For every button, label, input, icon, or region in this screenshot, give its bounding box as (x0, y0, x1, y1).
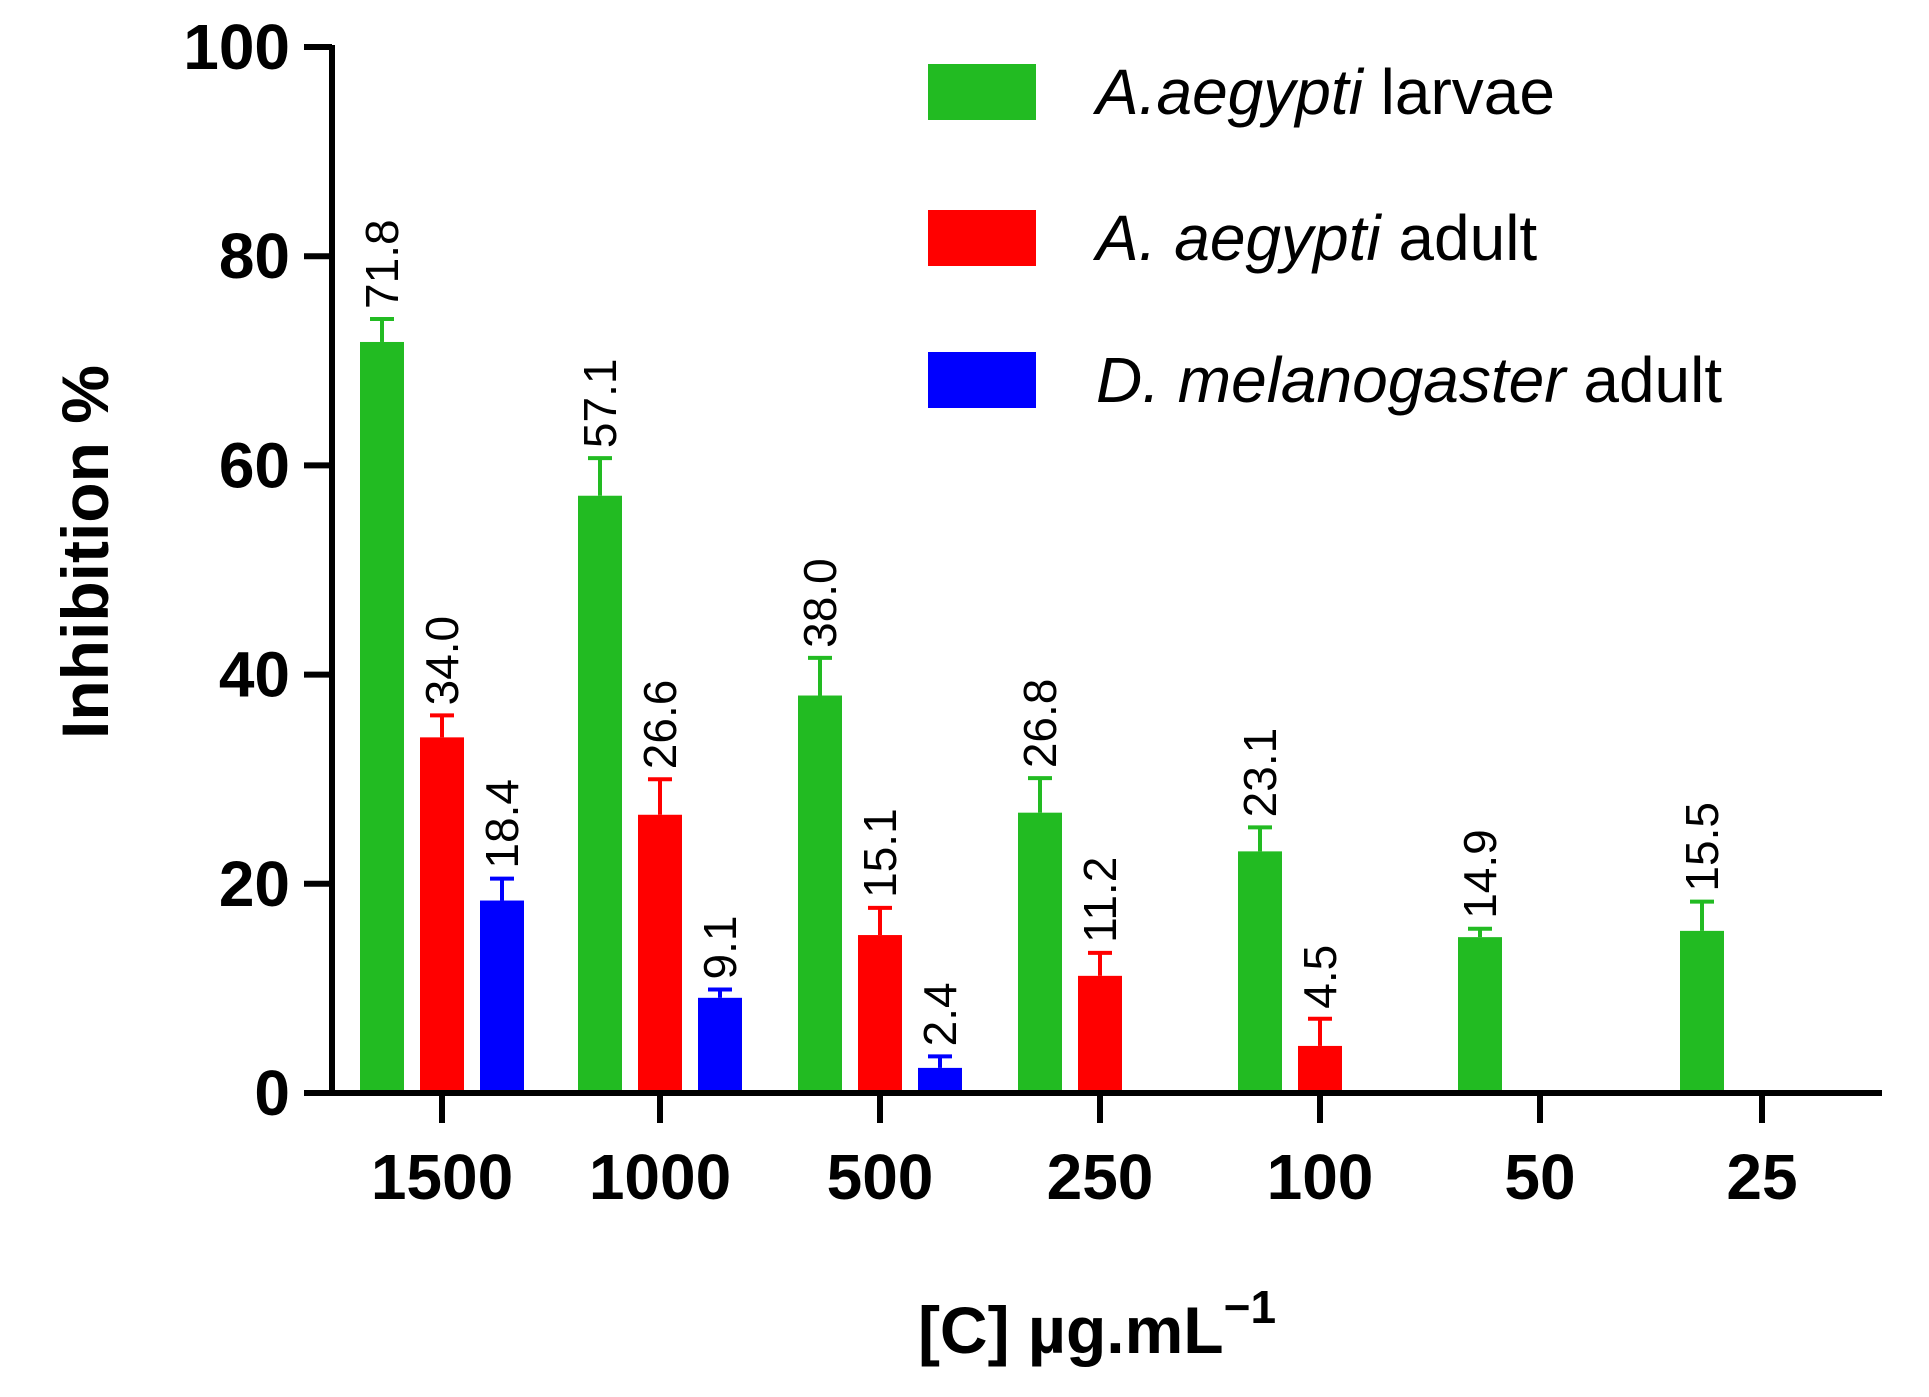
bar (480, 900, 524, 1093)
legend-swatch (928, 352, 1036, 408)
bar (698, 997, 742, 1093)
legend-label: A.aegypti larvae (1092, 56, 1555, 128)
bar (1298, 1045, 1342, 1093)
y-tick-label: 60 (219, 429, 290, 501)
data-label: 38.0 (794, 558, 846, 648)
bar (420, 737, 464, 1093)
data-label: 57.1 (574, 359, 626, 449)
legend-label: D. melanogaster adult (1096, 344, 1722, 416)
data-label: 4.5 (1294, 945, 1346, 1009)
legend-label-stage: larvae (1363, 56, 1555, 128)
y-tick-label: 20 (219, 848, 290, 920)
bar (798, 695, 842, 1093)
data-label: 11.2 (1074, 857, 1126, 943)
x-tick-label: 50 (1504, 1141, 1575, 1213)
x-tick-label: 25 (1726, 1141, 1797, 1213)
x-tick-label: 1000 (589, 1141, 731, 1213)
x-axis-title-superscript: −1 (1224, 1281, 1276, 1333)
data-label: 15.1 (854, 808, 906, 898)
bar (638, 814, 682, 1093)
y-tick-label: 100 (183, 11, 290, 83)
y-tick-label: 0 (254, 1057, 290, 1129)
bar (918, 1067, 962, 1093)
legend-label-stage: adult (1381, 202, 1538, 274)
data-label: 23.1 (1234, 728, 1286, 818)
y-tick-label: 40 (219, 639, 290, 711)
legend-label-species: A. aegypti (1092, 202, 1382, 274)
legend-label-stage: adult (1566, 344, 1723, 416)
bar (360, 341, 404, 1093)
data-label: 26.8 (1014, 679, 1066, 769)
legend-label-species: D. melanogaster (1096, 344, 1568, 416)
x-tick-label: 1500 (371, 1141, 513, 1213)
data-label: 14.9 (1454, 829, 1506, 919)
data-label: 9.1 (694, 915, 746, 979)
bar (1238, 851, 1282, 1093)
x-axis-title: [C] µg.mL−1 (918, 1281, 1276, 1367)
legend-swatch (928, 210, 1036, 266)
data-label: 26.6 (634, 680, 686, 770)
bar (1078, 975, 1122, 1093)
legend-label-species: A.aegypti (1092, 56, 1365, 128)
legend-label: A. aegypti adult (1092, 202, 1537, 274)
data-label: 18.4 (476, 779, 528, 869)
y-tick-label: 80 (219, 220, 290, 292)
chart-marks: 71.8 57.1 38.0 26.8 23.1 14.9 15.5 34.0 26.6 15.1… (356, 219, 1728, 1093)
data-label: 2.4 (914, 982, 966, 1046)
y-axis-title: Inhibition % (48, 365, 122, 739)
data-label: 71.8 (356, 219, 408, 309)
x-tick-label: 250 (1047, 1141, 1154, 1213)
x-tick-label: 100 (1267, 1141, 1374, 1213)
data-label: 15.5 (1676, 802, 1728, 892)
bar (1018, 812, 1062, 1093)
bar (1458, 937, 1502, 1093)
data-label: 34.0 (416, 616, 468, 706)
x-axis-title-base: [C] µg.mL (918, 1293, 1224, 1367)
chart-axes: 0 20 40 60 80 100 1500 1000 500 250 100 50 25 (183, 11, 1882, 1213)
legend-swatch (928, 64, 1036, 120)
x-tick-label: 500 (827, 1141, 934, 1213)
bar (578, 495, 622, 1093)
bar (858, 935, 902, 1093)
bar (1680, 930, 1724, 1093)
